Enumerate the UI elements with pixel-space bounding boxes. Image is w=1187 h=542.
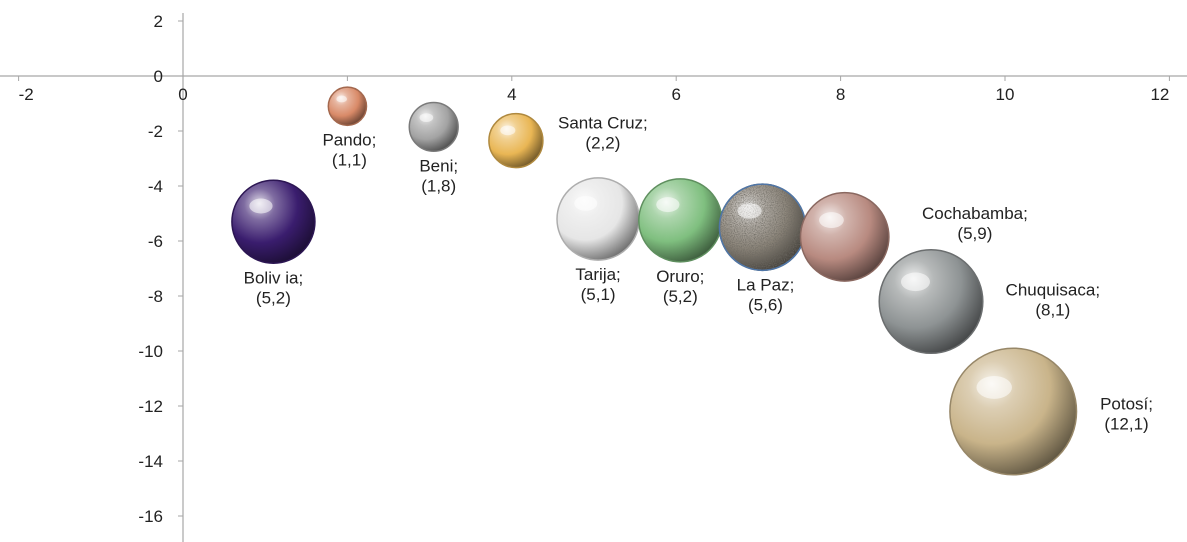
bubble-tarija bbox=[556, 177, 640, 261]
x-tick-label: 4 bbox=[507, 85, 516, 104]
data-label-name: Potosí; bbox=[1100, 395, 1153, 414]
data-label-value: (12,1) bbox=[1104, 415, 1148, 434]
bubble-highlight bbox=[819, 212, 844, 229]
bubble-body bbox=[327, 86, 368, 127]
bubble-body bbox=[488, 112, 544, 169]
data-label-name: Oruro; bbox=[656, 267, 704, 286]
bubble-body bbox=[638, 178, 723, 263]
bubble-body bbox=[878, 248, 984, 355]
data-label-value: (5,2) bbox=[256, 288, 291, 307]
bubble-body bbox=[408, 101, 459, 153]
bubble-highlight bbox=[336, 95, 348, 103]
data-label-value: (2,2) bbox=[585, 134, 620, 153]
y-tick-label: -16 bbox=[138, 507, 163, 526]
y-tick-label: -14 bbox=[138, 452, 163, 471]
data-label-name: Pando; bbox=[322, 130, 376, 149]
y-tick-label: -12 bbox=[138, 397, 163, 416]
y-tick-label: -2 bbox=[148, 122, 163, 141]
bubble-santa-cruz bbox=[488, 112, 544, 169]
y-tick-label: -10 bbox=[138, 342, 163, 361]
data-labels: Boliv ia;(5,2)Pando;(1,1) Beni;(1,8)Santa… bbox=[244, 114, 1153, 434]
bubble-highlight bbox=[500, 125, 516, 136]
data-label-value: (1,8) bbox=[421, 176, 456, 195]
bubble-highlight bbox=[737, 203, 762, 219]
y-tick-label: -8 bbox=[148, 287, 163, 306]
data-label-name: Chuquisaca; bbox=[1006, 281, 1101, 300]
bubble-bolivia bbox=[231, 179, 316, 265]
data-label-value: (1,1) bbox=[332, 150, 367, 169]
bubble-cochabamba bbox=[799, 191, 890, 282]
bubble-body bbox=[556, 177, 640, 261]
bubble-highlight bbox=[249, 198, 273, 214]
bubble-highlight bbox=[419, 113, 434, 122]
data-label-value: (5,9) bbox=[957, 224, 992, 243]
axes: -202468101220-2-4-6-8-10-12-14-16 bbox=[0, 12, 1187, 542]
data-label-name: Boliv ia; bbox=[244, 268, 304, 287]
y-tick-label: -4 bbox=[148, 177, 163, 196]
data-label-value: (5,2) bbox=[663, 287, 698, 306]
x-tick-label: 0 bbox=[178, 85, 187, 104]
bubble-chuquisaca bbox=[878, 248, 984, 355]
data-label-name: Tarija; bbox=[575, 265, 620, 284]
data-label-value: (5,6) bbox=[748, 295, 783, 314]
data-label-name: Cochabamba; bbox=[922, 204, 1028, 223]
bubble-highlight bbox=[976, 376, 1012, 399]
x-tick-label: 10 bbox=[996, 85, 1015, 104]
y-tick-label: 2 bbox=[154, 12, 163, 31]
data-label-name: Santa Cruz; bbox=[558, 114, 648, 133]
x-tick-label: 6 bbox=[671, 85, 680, 104]
x-tick-label: -2 bbox=[19, 85, 34, 104]
bubble-la-paz bbox=[718, 183, 807, 272]
data-label-value: (5,1) bbox=[581, 285, 616, 304]
bubble-body bbox=[949, 347, 1078, 476]
bubble-highlight bbox=[656, 197, 680, 213]
bubble-oruro bbox=[638, 178, 723, 263]
bubbles bbox=[231, 86, 1078, 476]
y-tick-label: 0 bbox=[154, 67, 163, 86]
bubble-body bbox=[799, 191, 890, 282]
data-label-name: Beni; bbox=[419, 156, 458, 175]
bubble-body bbox=[231, 179, 316, 265]
bubble-pando bbox=[327, 86, 368, 127]
data-label-value: (8,1) bbox=[1035, 301, 1070, 320]
bubble-highlight bbox=[900, 272, 930, 292]
x-tick-label: 8 bbox=[836, 85, 845, 104]
y-tick-label: -6 bbox=[148, 232, 163, 251]
x-tick-label: 12 bbox=[1150, 85, 1169, 104]
bubble-potos bbox=[949, 347, 1078, 476]
data-label-name: La Paz; bbox=[737, 275, 795, 294]
bubble-beni bbox=[408, 101, 459, 153]
bubble-highlight bbox=[574, 195, 598, 211]
